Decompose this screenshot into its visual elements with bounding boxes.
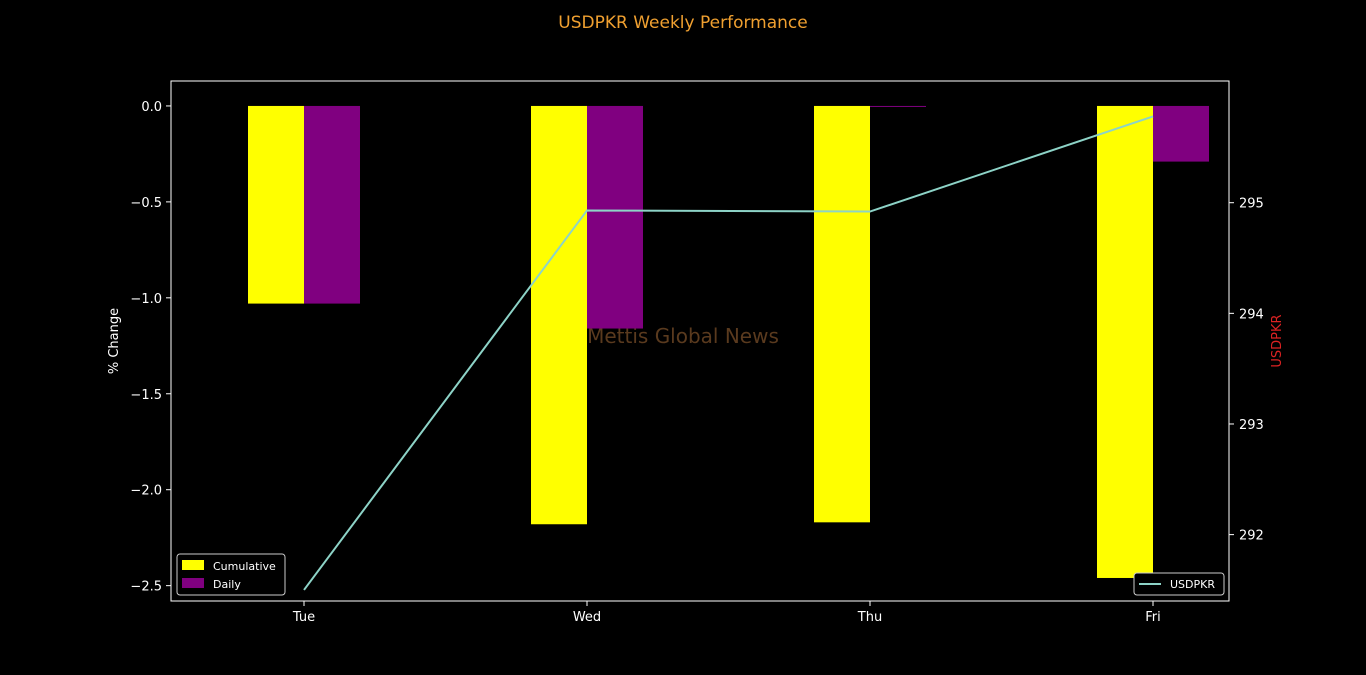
bar-daily-fri xyxy=(1153,105,1209,162)
y-tick-label: −1.5 xyxy=(130,388,162,403)
bar-daily-wed xyxy=(587,105,643,329)
bar-daily-tue xyxy=(304,105,360,304)
y-tick-label: −2.5 xyxy=(130,580,162,595)
y-tick-label: −0.5 xyxy=(130,196,162,211)
x-tick-label: Wed xyxy=(573,610,601,625)
y-tick-label: −1.0 xyxy=(130,292,162,307)
line-usdpkr xyxy=(303,115,1154,591)
plot-frame xyxy=(170,80,1230,602)
y2-tick-label: 295 xyxy=(1239,197,1264,212)
plot-area: Mettis Global News0.0−0.5−1.0−1.5−2.0−2.… xyxy=(130,80,1264,625)
chart-title: USDPKR Weekly Performance xyxy=(558,13,807,33)
bar-cumulative-fri xyxy=(1097,105,1153,578)
x-tick-label: Thu xyxy=(857,610,882,625)
legend-swatch-cumulative xyxy=(182,560,204,570)
legend-right-frame xyxy=(1133,572,1225,596)
bar-cumulative-thu xyxy=(814,105,870,523)
legend-swatch-daily xyxy=(182,578,204,588)
bar-cumulative-wed xyxy=(531,105,587,525)
y-axis-label: % Change xyxy=(107,308,122,374)
y-tick-label: −2.0 xyxy=(130,484,162,499)
y2-tick-label: 294 xyxy=(1239,307,1264,322)
y2-tick-label: 292 xyxy=(1239,529,1264,544)
bar-daily-thu xyxy=(870,105,926,107)
legend-label-usdpkr: USDPKR xyxy=(1170,578,1215,591)
x-tick-label: Tue xyxy=(292,610,315,625)
bar-cumulative-tue xyxy=(248,105,304,304)
x-tick-label: Fri xyxy=(1145,610,1161,625)
legend-label-daily: Daily xyxy=(213,578,241,591)
y2-axis-label: USDPKR xyxy=(1270,314,1285,367)
y-tick-label: 0.0 xyxy=(141,100,162,115)
legend-label-cumulative: Cumulative xyxy=(213,560,276,573)
y2-tick-label: 293 xyxy=(1239,418,1264,433)
